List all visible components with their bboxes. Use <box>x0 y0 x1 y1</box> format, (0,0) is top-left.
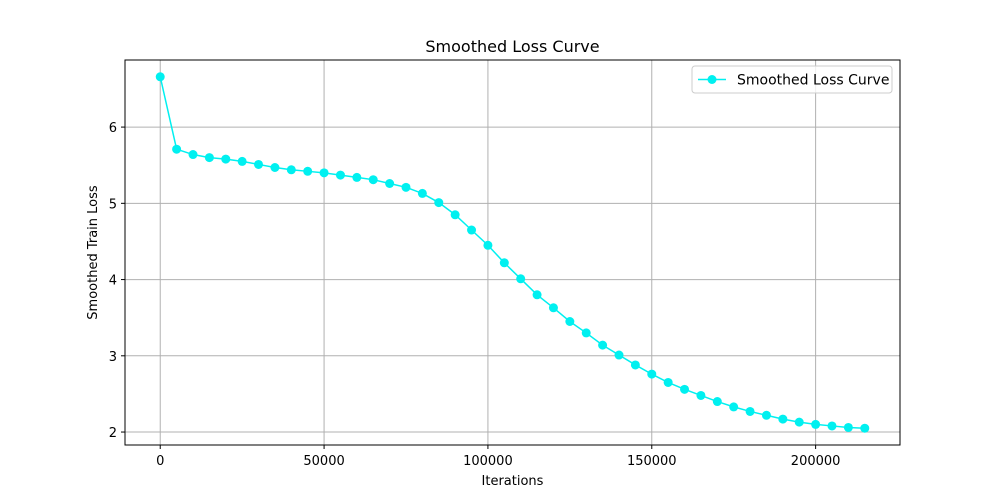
y-axis-ticks: 2 3 4 5 6 <box>109 121 125 441</box>
series-line <box>159 76 865 429</box>
y-tick-label: 6 <box>109 121 117 136</box>
legend: Smoothed Loss Curve <box>691 65 893 94</box>
data-point <box>401 182 411 192</box>
data-point <box>548 303 558 313</box>
data-point <box>319 168 329 178</box>
data-point <box>581 328 591 338</box>
data-point <box>598 340 608 350</box>
data-point <box>696 390 706 400</box>
data-point <box>794 417 804 427</box>
data-point <box>352 172 362 182</box>
grid-lines <box>125 60 900 445</box>
data-point <box>483 240 493 250</box>
data-point <box>254 159 264 169</box>
legend-label: Smoothed Loss Curve <box>737 73 889 89</box>
data-point <box>286 165 296 175</box>
data-point <box>680 384 690 394</box>
data-point <box>761 410 771 420</box>
data-point <box>270 162 280 172</box>
y-tick-label: 4 <box>109 274 117 289</box>
x-tick-label: 0 <box>156 454 164 469</box>
legend-marker-swatch <box>707 75 717 84</box>
data-point <box>630 360 640 370</box>
x-tick-label: 200000 <box>791 454 841 469</box>
legend-box <box>691 65 893 94</box>
data-point <box>843 422 853 432</box>
data-point <box>745 406 755 416</box>
data-point <box>565 316 575 326</box>
data-point <box>729 402 739 412</box>
x-tick-label: 150000 <box>627 454 677 469</box>
data-point <box>532 290 542 300</box>
x-axis-label: Iterations <box>482 474 544 489</box>
data-point <box>188 150 198 160</box>
data-point <box>827 421 837 431</box>
y-tick-label: 2 <box>109 426 117 441</box>
y-tick-label: 5 <box>109 197 117 212</box>
data-point <box>811 419 821 429</box>
x-tick-label: 50000 <box>303 454 344 469</box>
x-axis-ticks: 0 50000 100000 150000 200000 <box>156 445 840 469</box>
y-axis-label: Smoothed Train Loss <box>86 185 101 320</box>
y-tick-label: 3 <box>109 350 117 365</box>
data-point <box>221 154 231 164</box>
x-tick-label: 100000 <box>463 454 513 469</box>
data-point <box>303 166 313 176</box>
data-point <box>450 210 460 220</box>
data-point <box>417 188 427 198</box>
data-point <box>434 198 444 208</box>
series-layer <box>155 72 870 433</box>
plot-frame <box>124 59 901 446</box>
data-point <box>860 423 870 433</box>
data-point <box>237 156 247 166</box>
data-point <box>516 274 526 284</box>
data-point <box>614 350 624 360</box>
data-point <box>368 175 378 185</box>
data-point <box>467 225 477 235</box>
data-point <box>712 397 722 407</box>
data-point <box>204 153 214 163</box>
data-point <box>778 414 788 424</box>
data-point <box>155 72 165 82</box>
data-point <box>172 144 182 154</box>
data-point <box>335 170 345 180</box>
data-point <box>647 369 657 379</box>
chart-title: Smoothed Loss Curve <box>425 37 599 56</box>
data-point <box>499 258 509 268</box>
data-point <box>663 377 673 387</box>
data-point <box>385 179 395 189</box>
